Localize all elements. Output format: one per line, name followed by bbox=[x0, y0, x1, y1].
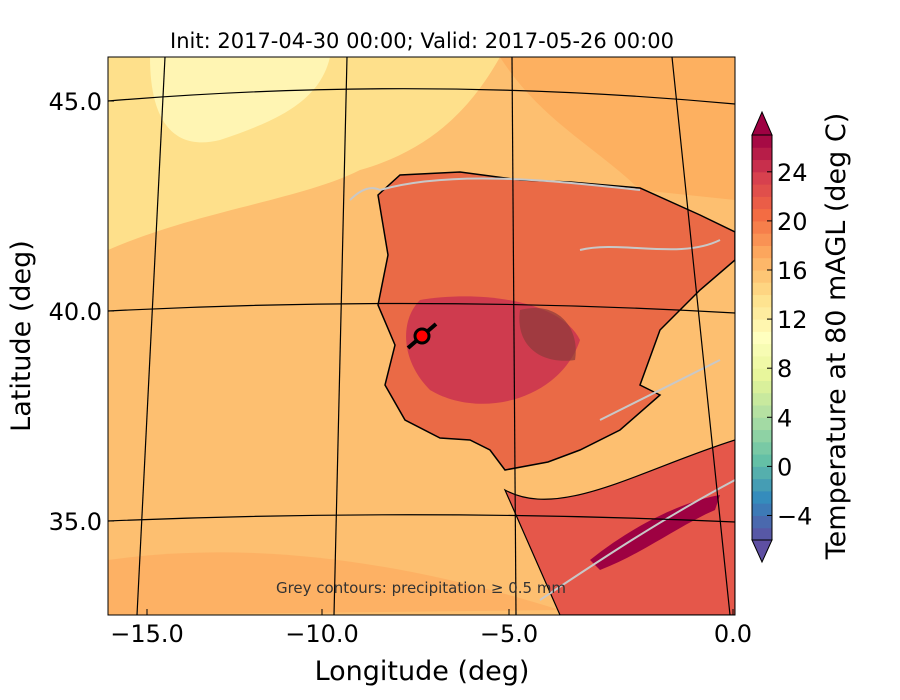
colorbar-segment bbox=[752, 233, 772, 246]
colorbar-segment bbox=[752, 368, 772, 381]
precip-annotation: Grey contours: precipitation ≥ 0.5 mm bbox=[276, 579, 566, 597]
colorbar-segment bbox=[752, 466, 772, 480]
x-tick-label: −10.0 bbox=[285, 620, 359, 648]
x-tick-label: −15.0 bbox=[110, 620, 184, 648]
colorbar-segment bbox=[752, 159, 772, 173]
colorbar-segment bbox=[752, 331, 772, 345]
colorbar-segment bbox=[752, 245, 772, 259]
colorbar-extend-min bbox=[751, 539, 773, 564]
colorbar-segment bbox=[752, 282, 772, 296]
plot-frame bbox=[107, 56, 736, 616]
colorbar-segment bbox=[752, 490, 772, 504]
precip-contours bbox=[349, 177, 735, 601]
colorbar-tick-label: 8 bbox=[777, 355, 792, 383]
coolest-sea-region bbox=[150, 57, 330, 143]
colorbar-tick-label: 4 bbox=[777, 404, 792, 432]
colorbar-tick-label: −4 bbox=[777, 502, 812, 530]
x-tick-label: −5.0 bbox=[480, 620, 538, 648]
y-tick-label: 35.0 bbox=[49, 508, 102, 536]
colorbar-segment bbox=[752, 135, 772, 148]
colorbar-segment bbox=[752, 270, 772, 283]
colorbar-tick-label: 24 bbox=[777, 159, 808, 187]
colorbar-segment bbox=[752, 380, 772, 394]
colorbar-tick-label: 0 bbox=[777, 453, 792, 481]
graticule bbox=[108, 57, 735, 615]
chart-title: Init: 2017-04-30 00:00; Valid: 2017-05-2… bbox=[170, 29, 674, 53]
colorbar-segment bbox=[752, 503, 772, 516]
colorbar-segment bbox=[752, 147, 772, 161]
colorbar-tick-label: 20 bbox=[777, 208, 808, 236]
colorbar-segment bbox=[752, 527, 772, 541]
colorbar-tick-label: 12 bbox=[777, 306, 808, 334]
y-axis-label: Latitude (deg) bbox=[6, 240, 37, 432]
x-axis-label: Longitude (deg) bbox=[315, 656, 530, 687]
y-axis: 45.0 40.0 35.0 bbox=[49, 88, 114, 536]
map-area: Grey contours: precipitation ≥ 0.5 mm bbox=[108, 57, 735, 615]
atlantic-south bbox=[108, 552, 560, 615]
colorbar-segment bbox=[752, 441, 772, 455]
colorbar-segment bbox=[752, 405, 772, 418]
colorbar-segment bbox=[752, 515, 772, 529]
colorbar-extend-max bbox=[751, 110, 773, 136]
y-tick-label: 40.0 bbox=[49, 298, 102, 326]
x-axis: −15.0 −10.0 −5.0 0.0 bbox=[110, 609, 752, 648]
colorbar-segment bbox=[752, 417, 772, 431]
colorbar-segment bbox=[752, 355, 772, 369]
colorbar: −4 0 4 8 12 16 20 24 bbox=[751, 110, 812, 564]
very-hot-interior bbox=[519, 308, 576, 361]
location-marker bbox=[406, 322, 438, 350]
colorbar-segment bbox=[752, 171, 772, 185]
colorbar-segment bbox=[752, 478, 772, 492]
africa-hot-zone bbox=[590, 495, 720, 570]
colorbar-label: Temperature at 80 mAGL (deg C) bbox=[821, 113, 852, 561]
colorbar-segment bbox=[752, 257, 772, 271]
y-tick-label: 45.0 bbox=[49, 88, 102, 116]
colorbar-segment bbox=[752, 306, 772, 320]
colorbar-segment bbox=[752, 319, 772, 332]
colorbar-segment bbox=[752, 196, 772, 210]
colorbar-segment bbox=[752, 429, 772, 443]
colorbar-segment bbox=[752, 343, 772, 357]
colorbar-segment bbox=[752, 220, 772, 234]
colorbar-frame bbox=[751, 134, 773, 541]
colorbar-segment bbox=[752, 208, 772, 222]
colorbar-segment bbox=[752, 454, 772, 467]
colorbar-tick-label: 16 bbox=[777, 257, 808, 285]
x-tick-label: 0.0 bbox=[714, 620, 752, 648]
colorbar-segment bbox=[752, 392, 772, 406]
colorbar-segment bbox=[752, 184, 772, 197]
colorbar-segment bbox=[752, 294, 772, 308]
